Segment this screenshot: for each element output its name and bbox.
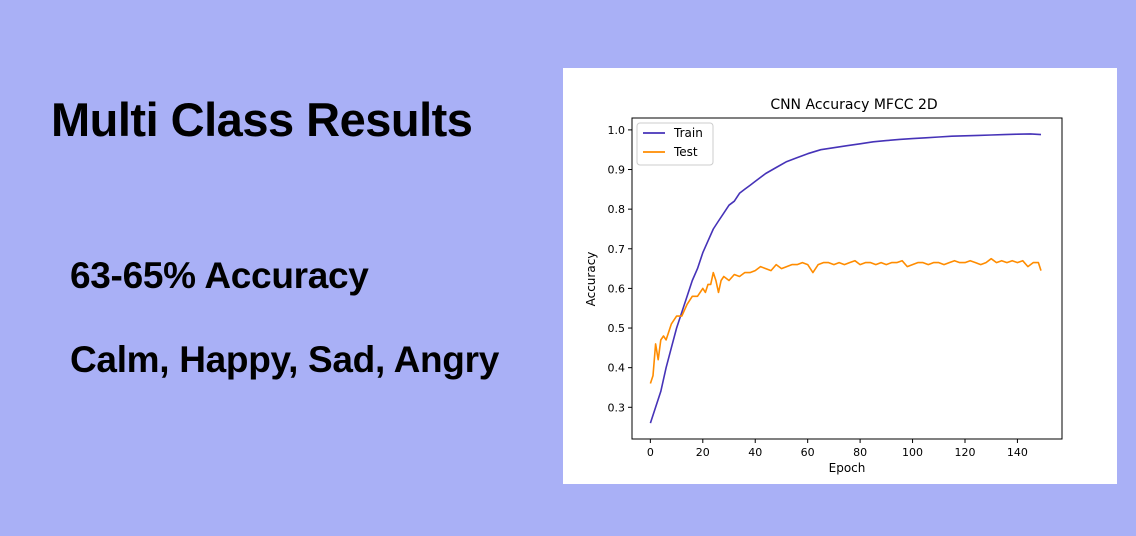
y-tick-label-0.5: 0.5 [608, 322, 626, 335]
slide-title: Multi Class Results [51, 93, 473, 146]
x-tick-label-40: 40 [748, 446, 762, 459]
chart-panel: CNN Accuracy MFCC 2D 0 20 40 60 80 100 120 140 0… [563, 68, 1117, 484]
series-line-test [649, 257, 1042, 384]
legend-label-test: Test [673, 145, 698, 159]
x-tick-label-120: 120 [954, 446, 975, 459]
legend-label-train: Train [673, 126, 703, 140]
series-layer [649, 133, 1042, 424]
x-tick-label-140: 140 [1007, 446, 1028, 459]
y-tick-label-0.7: 0.7 [608, 243, 626, 256]
bullet-accuracy: 63-65% Accuracy [70, 255, 369, 296]
y-axis-label: Accuracy [584, 252, 598, 307]
y-tick-label-0.9: 0.9 [608, 164, 626, 177]
series-line-train [649, 133, 1042, 424]
y-tick-label-0.6: 0.6 [608, 282, 626, 295]
x-tick-label-100: 100 [902, 446, 923, 459]
x-tick-label-80: 80 [853, 446, 867, 459]
y-tick-label-0.4: 0.4 [608, 362, 626, 375]
x-tick-label-60: 60 [801, 446, 815, 459]
axes-layer: 0 20 40 60 80 100 120 140 0.3 0.4 0.5 0.6 0.7 0.8 0.9 1… [608, 124, 1028, 459]
bullet-classes: Calm, Happy, Sad, Angry [70, 339, 499, 380]
plot-area [631, 117, 1063, 440]
y-tick-label-1.0: 1.0 [608, 124, 626, 137]
x-axis-label: Epoch [829, 461, 866, 475]
x-tick-label-0: 0 [647, 446, 654, 459]
y-tick-label-0.8: 0.8 [608, 203, 626, 216]
accuracy-chart: CNN Accuracy MFCC 2D 0 20 40 60 80 100 120 1400… [584, 97, 1063, 475]
y-tick-label-0.3: 0.3 [608, 401, 626, 414]
x-tick-label-20: 20 [696, 446, 710, 459]
chart-title: CNN Accuracy MFCC 2D [770, 97, 937, 113]
legend: Train Test [636, 122, 714, 166]
